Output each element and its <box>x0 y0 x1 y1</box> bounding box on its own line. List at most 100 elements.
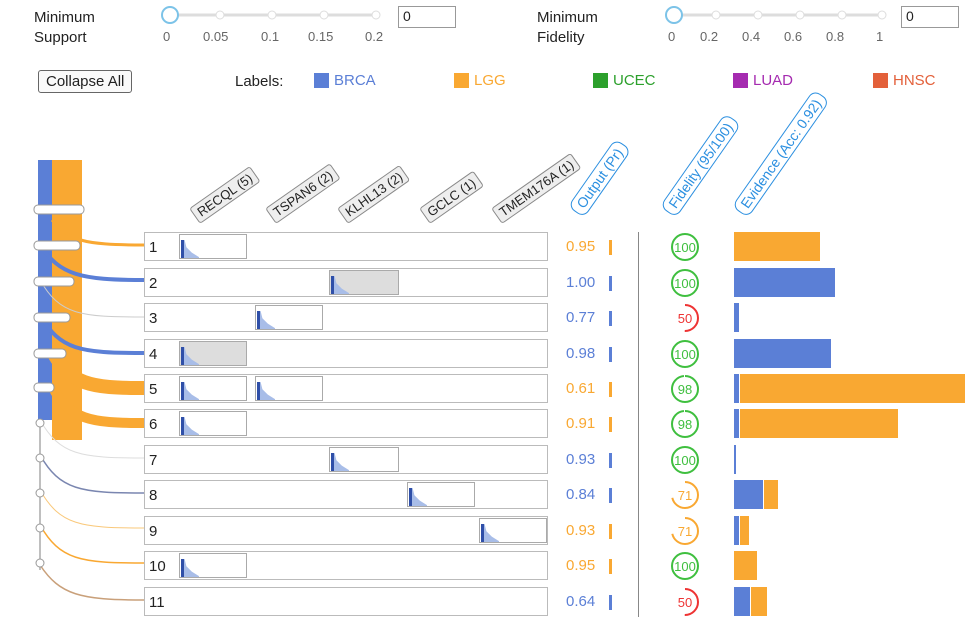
fidelity-value: 98 <box>678 417 692 432</box>
min-support-slider[interactable] <box>160 5 390 25</box>
rule-row-5[interactable]: 5 <box>144 374 548 403</box>
support-tick-4: 0.2 <box>365 29 384 44</box>
feature-range[interactable] <box>179 341 247 366</box>
fidelity-value: 50 <box>678 311 692 326</box>
fidelity-value: 71 <box>678 488 692 503</box>
evidence-bar-lgg <box>734 551 757 580</box>
feature-gclc[interactable]: GCLC (1) <box>419 170 484 224</box>
fidelity-arc <box>671 552 699 580</box>
evidence-bar-brca <box>734 445 736 474</box>
rule-row-2[interactable]: 2 <box>144 268 548 297</box>
output-bar <box>609 240 612 255</box>
fidelity-tick-5: 1 <box>876 29 884 44</box>
rule-row-3[interactable]: 3 <box>144 303 548 332</box>
feature-tspan6[interactable]: TSPAN6 (2) <box>265 163 341 224</box>
output-bar <box>609 559 612 574</box>
feature-range[interactable] <box>255 376 323 401</box>
feature-range[interactable] <box>255 305 323 330</box>
evidence-bar-lgg <box>764 480 778 509</box>
row-number: 9 <box>149 523 158 540</box>
evidence-bar-brca <box>734 339 831 368</box>
feature-histogram <box>181 417 199 435</box>
fidelity-arc <box>671 304 699 332</box>
feature-range[interactable] <box>179 411 247 436</box>
min-support-label: Minimum Support <box>34 9 95 46</box>
output-value: 0.93 <box>566 451 596 468</box>
feature-tmem176a[interactable]: TMEM176A (1) <box>491 152 582 224</box>
fidelity-tick-3: 0.6 <box>784 29 803 44</box>
column-fidelity[interactable]: Fidelity (95/100) <box>659 112 742 218</box>
evidence-bar-lgg <box>740 516 749 545</box>
feature-histogram <box>409 488 427 506</box>
fidelity-value: 100 <box>674 559 696 574</box>
fidelity-value: 98 <box>678 382 692 397</box>
row-number: 6 <box>149 416 158 433</box>
feature-range[interactable] <box>329 270 399 295</box>
support-tick-2: 0.1 <box>261 29 280 44</box>
fidelity-ring: 71 <box>671 481 699 509</box>
evidence-bar-lgg <box>751 587 767 616</box>
legend-hnsc[interactable]: HNSC <box>873 72 936 89</box>
output-bar <box>609 595 612 610</box>
evidence-bar-brca <box>734 587 750 616</box>
legend-brca[interactable]: BRCA <box>314 72 376 89</box>
slider-handle <box>161 6 179 24</box>
feature-recql[interactable]: RECQL (5) <box>189 166 261 224</box>
feature-histogram <box>257 311 275 329</box>
column-evidence[interactable]: Evidence (Acc: 0.92) <box>731 89 831 219</box>
min-fidelity-input[interactable]: 0 <box>901 6 959 28</box>
rule-row-1[interactable]: 1 <box>144 232 548 261</box>
rule-row-4[interactable]: 4 <box>144 339 548 368</box>
legend-luad[interactable]: LUAD <box>733 72 793 89</box>
feature-range[interactable] <box>179 376 247 401</box>
output-bar <box>609 524 612 539</box>
rule-row-6[interactable]: 6 <box>144 409 548 438</box>
fidelity-tick-4: 0.8 <box>826 29 845 44</box>
feature-histogram <box>181 382 199 400</box>
min-fidelity-slider[interactable] <box>664 5 894 25</box>
fidelity-arc <box>671 481 699 509</box>
fidelity-arc <box>671 446 699 474</box>
evidence-bar-lgg <box>740 374 965 403</box>
output-value: 0.84 <box>566 486 596 503</box>
rule-row-8[interactable]: 8 <box>144 480 548 509</box>
fidelity-ring: 98 <box>671 375 699 403</box>
feature-histogram <box>331 453 349 471</box>
feature-range[interactable] <box>179 553 247 578</box>
output-value: 0.93 <box>566 522 596 539</box>
feature-histogram <box>331 276 349 294</box>
collapse-all-button[interactable]: Collapse All <box>38 70 133 93</box>
legend-ucec[interactable]: UCEC <box>593 72 656 89</box>
output-value: 0.64 <box>566 593 596 610</box>
feature-range[interactable] <box>479 518 547 543</box>
feature-range[interactable] <box>179 234 247 259</box>
row-number: 5 <box>149 381 158 398</box>
rule-row-7[interactable]: 7 <box>144 445 548 474</box>
output-bar <box>609 311 612 326</box>
slider-handle <box>665 6 683 24</box>
fidelity-ring: 100 <box>671 340 699 368</box>
min-support-input[interactable]: 0 <box>398 6 456 28</box>
rule-row-10[interactable]: 10 <box>144 551 548 580</box>
rule-row-9[interactable]: 9 <box>144 516 548 545</box>
evidence-bar-lgg <box>734 232 820 261</box>
fidelity-tick-1: 0.2 <box>700 29 719 44</box>
row-number: 3 <box>149 310 158 327</box>
output-bar <box>609 382 612 397</box>
legend-lgg[interactable]: LGG <box>454 72 506 89</box>
column-output[interactable]: Output (Pr) <box>567 138 632 218</box>
support-tick-0: 0 <box>163 29 171 44</box>
fidelity-ring: 100 <box>671 233 699 261</box>
fidelity-value: 50 <box>678 595 692 610</box>
fidelity-tick-0: 0 <box>668 29 676 44</box>
output-bar <box>609 488 612 503</box>
feature-range[interactable] <box>407 482 475 507</box>
row-number: 1 <box>149 239 158 256</box>
rule-row-11[interactable]: 11 <box>144 587 548 616</box>
feature-klhl13[interactable]: KLHL13 (2) <box>337 164 411 224</box>
evidence-bar-brca <box>734 516 739 545</box>
fidelity-tick-2: 0.4 <box>742 29 761 44</box>
fidelity-ring: 50 <box>671 588 699 616</box>
feature-range[interactable] <box>329 447 399 472</box>
row-number: 10 <box>149 558 166 575</box>
